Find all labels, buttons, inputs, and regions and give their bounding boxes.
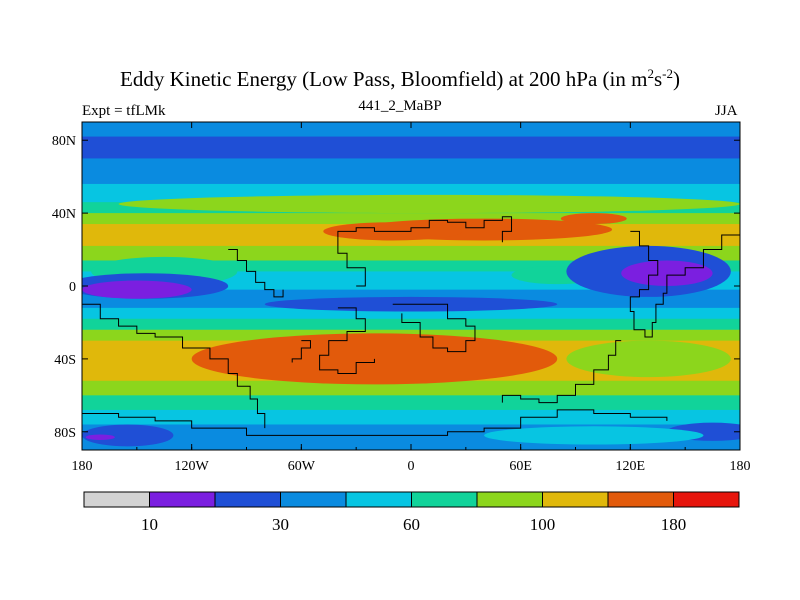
colorbar: 10 30 60 100 180	[83, 491, 740, 534]
coastline-6	[501, 340, 622, 404]
colorbar-box	[345, 491, 412, 508]
colorbar-box	[542, 491, 609, 508]
coastline-5	[629, 230, 740, 338]
coastline-0	[82, 409, 668, 436]
colorbar-label: 100	[530, 515, 556, 534]
band-16	[82, 395, 740, 411]
colorbar-label: 180	[661, 515, 687, 534]
band-17	[82, 409, 740, 425]
x-tick-label: 180	[730, 459, 751, 474]
contour-feature-16	[484, 426, 704, 445]
experiment-label: Expt = tfLMk	[82, 103, 166, 119]
contour-feature-13	[82, 424, 174, 447]
band-7	[82, 245, 740, 261]
colorbar-box	[214, 491, 281, 508]
colorbar-box	[607, 491, 674, 508]
coastline-1	[82, 303, 266, 429]
colorbar-label: 30	[272, 515, 289, 534]
contour-feature-15	[85, 434, 115, 440]
band-0	[82, 122, 740, 138]
y-tick-label: 0	[69, 280, 76, 295]
x-tick-label: 120E	[616, 459, 646, 474]
coastlines	[82, 216, 740, 436]
band-12	[82, 318, 740, 331]
colorbar-label: 60	[403, 515, 420, 534]
band-11	[82, 307, 740, 320]
colorbar-label: 10	[141, 515, 158, 534]
season-label: JJA	[715, 103, 738, 119]
x-tick-label: 0	[408, 459, 415, 474]
colorbar-box	[83, 491, 150, 508]
band-5	[82, 213, 740, 225]
y-axis: 80N 40N 0 40S 80S	[52, 134, 740, 441]
contour-field	[82, 122, 740, 450]
band-2	[82, 158, 740, 185]
colorbar-box	[280, 491, 347, 508]
y-tick-label: 80S	[54, 426, 76, 441]
y-tick-label: 80N	[52, 134, 76, 149]
coastline-7	[291, 340, 311, 363]
band-1	[82, 136, 740, 159]
coastline-4	[337, 216, 513, 287]
contour-feature-10	[621, 260, 713, 286]
contour-feature-6	[82, 280, 192, 299]
coastline-3	[392, 303, 476, 353]
coastline-2	[319, 307, 375, 374]
colorbar-box	[476, 491, 543, 508]
y-tick-label: 40N	[52, 207, 76, 222]
band-8	[82, 260, 740, 272]
colorbar-box	[673, 491, 740, 508]
contour-feature-2	[560, 213, 627, 225]
coastline-8	[228, 249, 284, 298]
chart-title: Eddy Kinetic Energy (Low Pass, Bloomfiel…	[120, 66, 680, 91]
colorbar-box	[411, 491, 478, 508]
colorbar-box	[149, 491, 216, 508]
chart-subtitle: 441_2_MaBP	[358, 98, 442, 114]
x-tick-label: 180	[72, 459, 93, 474]
x-tick-label: 60W	[288, 459, 316, 474]
contour-feature-0	[118, 194, 740, 214]
x-tick-label: 120W	[175, 459, 210, 474]
x-tick-label: 60E	[509, 459, 532, 474]
x-axis: 180 120W 60W 0 60E 120E 180	[72, 122, 751, 474]
contour-feature-12	[566, 340, 731, 378]
y-tick-label: 40S	[54, 353, 76, 368]
